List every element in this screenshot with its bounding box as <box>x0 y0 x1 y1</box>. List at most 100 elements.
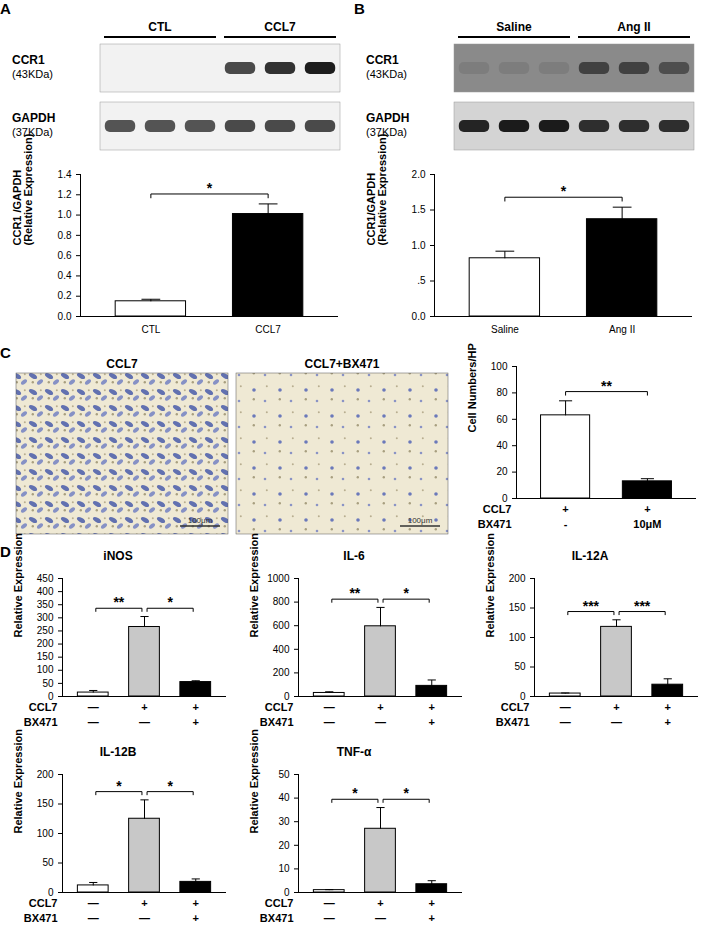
svg-text:150: 150 <box>37 651 54 662</box>
svg-text:—: — <box>88 701 99 713</box>
svg-text:450: 450 <box>37 573 54 584</box>
svg-text:+: + <box>429 716 435 728</box>
svg-text:CTL: CTL <box>148 20 171 34</box>
svg-text:20: 20 <box>278 840 290 851</box>
svg-text:—: — <box>324 897 335 909</box>
svg-text:400: 400 <box>37 586 54 597</box>
svg-text:*: * <box>167 778 173 794</box>
svg-text:BX471: BX471 <box>24 716 58 728</box>
svg-text:100: 100 <box>491 361 508 372</box>
svg-text:(43KDa): (43KDa) <box>366 68 407 80</box>
svg-text:Relative Expression: Relative Expression <box>484 533 496 638</box>
svg-text:100: 100 <box>37 664 54 675</box>
svg-text:**: ** <box>601 378 612 394</box>
svg-text:0.2: 0.2 <box>58 290 72 301</box>
svg-text:+: + <box>193 701 199 713</box>
svg-text:50: 50 <box>42 678 54 689</box>
svg-text:Relative Expression: Relative Expression <box>248 533 260 638</box>
svg-text:1.0: 1.0 <box>412 240 426 251</box>
svg-text:Ang II: Ang II <box>609 324 635 335</box>
svg-text:CCL7: CCL7 <box>255 324 281 335</box>
svg-text:0.8: 0.8 <box>58 230 72 241</box>
svg-text:—: — <box>324 912 335 924</box>
svg-text:—: — <box>139 716 150 728</box>
svg-text:2.0: 2.0 <box>412 169 426 180</box>
svg-text:*: * <box>561 183 567 199</box>
svg-text:250: 250 <box>37 625 54 636</box>
svg-text:GAPDH: GAPDH <box>366 111 409 125</box>
svg-text:—: — <box>324 701 335 713</box>
svg-text:200: 200 <box>37 769 54 780</box>
svg-text:0.6: 0.6 <box>58 250 72 261</box>
svg-text:600: 600 <box>273 620 290 631</box>
svg-text:—: — <box>324 716 335 728</box>
svg-text:GAPDH: GAPDH <box>12 111 55 125</box>
svg-text:+: + <box>193 716 199 728</box>
svg-text:Cell Numbers/HP: Cell Numbers/HP <box>466 343 478 432</box>
svg-text:100μm: 100μm <box>188 516 213 525</box>
svg-text:—: — <box>88 716 99 728</box>
svg-text:0.4: 0.4 <box>58 270 72 281</box>
svg-text:100μm: 100μm <box>408 516 433 525</box>
svg-text:CCL7: CCL7 <box>106 357 138 371</box>
svg-text:*: * <box>207 180 213 196</box>
svg-text:+: + <box>665 716 671 728</box>
svg-text:*: * <box>403 585 409 601</box>
svg-text:**: ** <box>349 585 360 601</box>
svg-text:*: * <box>167 594 173 610</box>
svg-text:+: + <box>429 912 435 924</box>
svg-text:—: — <box>611 716 622 728</box>
svg-text:50: 50 <box>514 661 526 672</box>
svg-text:1.5: 1.5 <box>412 204 426 215</box>
svg-text:+: + <box>141 701 147 713</box>
svg-text:CCR1 /GAPDH(Relative Expressio: CCR1 /GAPDH(Relative Expression) <box>11 133 34 245</box>
svg-text:CTL: CTL <box>141 324 160 335</box>
svg-text:1.4: 1.4 <box>58 169 72 180</box>
svg-text:Saline: Saline <box>496 20 532 34</box>
svg-text:+: + <box>562 503 568 515</box>
svg-text:—: — <box>139 912 150 924</box>
svg-text:10μM: 10μM <box>633 518 661 530</box>
svg-text:BX471: BX471 <box>496 716 530 728</box>
svg-text:CCL7: CCL7 <box>29 897 58 909</box>
svg-text:-: - <box>564 518 568 530</box>
svg-text:150: 150 <box>509 602 526 613</box>
svg-text:+: + <box>665 701 671 713</box>
svg-text:80: 80 <box>496 387 508 398</box>
svg-text:BX471: BX471 <box>478 518 512 530</box>
svg-text:CCL7: CCL7 <box>483 503 512 515</box>
svg-text:1.0: 1.0 <box>58 209 72 220</box>
svg-text:BX471: BX471 <box>260 716 294 728</box>
svg-text:+: + <box>193 912 199 924</box>
svg-text:40: 40 <box>278 792 290 803</box>
svg-text:+: + <box>377 701 383 713</box>
svg-text:30: 30 <box>278 816 290 827</box>
svg-text:0.0: 0.0 <box>412 311 426 322</box>
svg-text:200: 200 <box>37 638 54 649</box>
svg-text:CCL7: CCL7 <box>501 701 530 713</box>
svg-text:+: + <box>644 503 650 515</box>
svg-text:1.2: 1.2 <box>58 189 72 200</box>
svg-text:**: ** <box>113 594 124 610</box>
svg-text:BX471: BX471 <box>260 912 294 924</box>
svg-text:CCL7+BX471: CCL7+BX471 <box>304 357 379 371</box>
svg-text:CCR1: CCR1 <box>366 53 399 67</box>
svg-text:*: * <box>116 778 122 794</box>
svg-text:*: * <box>403 785 409 801</box>
svg-text:100: 100 <box>37 828 54 839</box>
svg-text:60: 60 <box>496 414 508 425</box>
svg-text:800: 800 <box>273 596 290 607</box>
svg-text:—: — <box>375 912 386 924</box>
svg-text:CCL7: CCL7 <box>265 701 294 713</box>
svg-text:1000: 1000 <box>267 573 290 584</box>
svg-text:Ang II: Ang II <box>617 20 650 34</box>
svg-text:Relative Expression: Relative Expression <box>248 729 260 834</box>
svg-text:***: *** <box>583 598 600 614</box>
svg-text:300: 300 <box>37 612 54 623</box>
svg-text:BX471: BX471 <box>24 912 58 924</box>
svg-text:.5: .5 <box>417 275 426 286</box>
svg-text:+: + <box>377 897 383 909</box>
svg-text:200: 200 <box>273 667 290 678</box>
svg-text:CCL7: CCL7 <box>265 897 294 909</box>
svg-text:CCR1/GAPDH(Relative Expression: CCR1/GAPDH(Relative Expression) <box>365 133 388 245</box>
